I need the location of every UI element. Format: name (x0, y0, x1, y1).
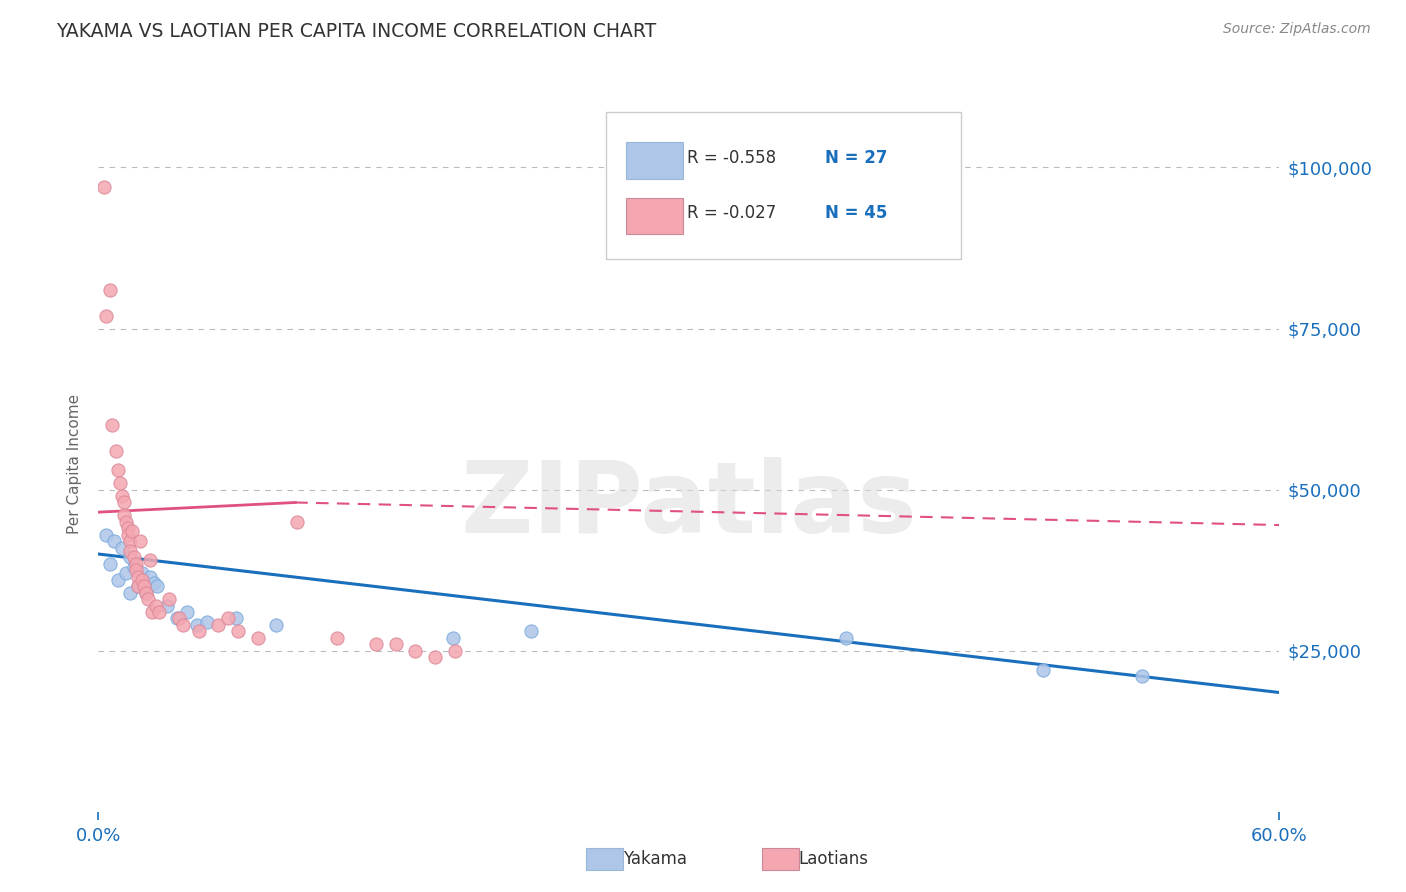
Point (111, 541, 134, 555)
Text: N = 45: N = 45 (825, 204, 887, 222)
Text: R = -0.027: R = -0.027 (686, 204, 776, 222)
Point (148, 605, 170, 619)
Point (111, 489, 134, 503)
Point (132, 579, 155, 593)
Point (108, 476, 131, 491)
Point (225, 611, 247, 625)
FancyBboxPatch shape (626, 143, 683, 178)
Text: Yakama: Yakama (623, 850, 688, 868)
Point (118, 550, 141, 565)
Point (176, 605, 198, 619)
Point (441, 631, 464, 645)
Point (128, 534, 150, 549)
Point (146, 579, 169, 593)
Point (131, 566, 153, 581)
Text: R = -0.558: R = -0.558 (686, 149, 776, 167)
Point (107, 573, 129, 587)
Point (186, 618, 208, 632)
Point (118, 543, 141, 558)
Point (103, 534, 125, 549)
Point (423, 650, 446, 665)
Point (131, 573, 153, 587)
Point (118, 534, 141, 549)
Text: Laotians: Laotians (799, 850, 869, 868)
Point (217, 611, 239, 625)
Text: ZIPatlas: ZIPatlas (461, 457, 917, 554)
Point (1032, 663, 1054, 677)
Point (520, 624, 543, 639)
Point (142, 576, 165, 591)
Point (112, 495, 135, 509)
Point (96, 527, 118, 541)
Point (364, 637, 387, 651)
Point (207, 618, 229, 632)
Point (246, 631, 269, 645)
Point (121, 524, 143, 539)
Point (195, 615, 218, 629)
Point (135, 585, 157, 599)
Point (117, 521, 139, 535)
Point (112, 508, 135, 523)
Point (156, 599, 179, 613)
Text: N = 27: N = 27 (825, 149, 887, 167)
Point (96, 309, 118, 323)
Point (157, 592, 180, 607)
Point (118, 585, 141, 599)
Point (107, 463, 129, 477)
Point (127, 579, 149, 593)
Point (138, 553, 160, 567)
Point (122, 560, 145, 574)
Point (117, 527, 139, 541)
Point (404, 643, 426, 657)
Point (125, 557, 148, 571)
Point (285, 515, 308, 529)
Point (167, 611, 190, 625)
Point (136, 592, 159, 607)
Point (115, 566, 138, 581)
Text: Source: ZipAtlas.com: Source: ZipAtlas.com (1223, 22, 1371, 37)
Point (98, 283, 121, 297)
Point (443, 643, 465, 657)
Point (98, 557, 121, 571)
Point (835, 631, 858, 645)
Point (105, 444, 128, 458)
Y-axis label: Per Capita Income: Per Capita Income (67, 393, 83, 534)
Point (135, 585, 157, 599)
Point (125, 563, 148, 577)
Text: YAKAMA VS LAOTIAN PER CAPITA INCOME CORRELATION CHART: YAKAMA VS LAOTIAN PER CAPITA INCOME CORR… (56, 22, 657, 41)
Point (101, 418, 124, 433)
Point (226, 624, 249, 639)
Point (127, 569, 149, 583)
Point (93, 179, 115, 194)
Point (264, 618, 287, 632)
Point (122, 550, 145, 565)
Point (115, 515, 138, 529)
Point (127, 579, 149, 593)
Point (145, 599, 167, 613)
Point (141, 605, 163, 619)
Point (138, 569, 160, 583)
Point (384, 637, 406, 651)
Point (166, 611, 188, 625)
Point (325, 631, 347, 645)
Point (172, 618, 194, 632)
FancyBboxPatch shape (606, 112, 960, 259)
FancyBboxPatch shape (626, 198, 683, 235)
Point (1130, 669, 1153, 683)
Point (187, 624, 209, 639)
